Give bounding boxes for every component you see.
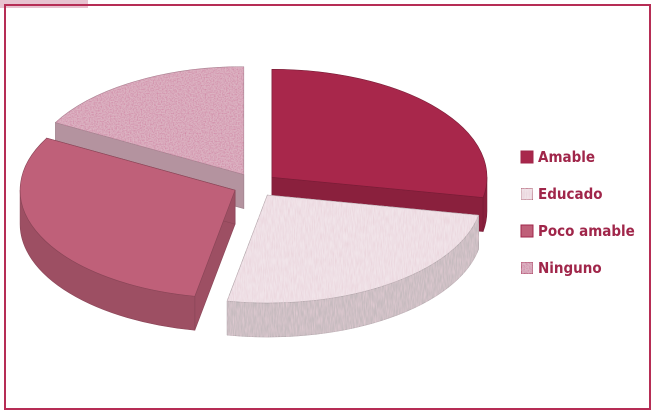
legend-swatch-poco-amable [520, 224, 534, 238]
legend-swatch-ninguno [520, 261, 534, 275]
legend-item-educado: Educado [520, 185, 603, 203]
legend-label-amable: Amable [538, 148, 595, 166]
legend-swatch-educado [520, 187, 534, 201]
legend-item-amable: Amable [520, 148, 595, 166]
legend-label-ninguno: Ninguno [538, 259, 602, 277]
chart-legend: Amable Educado Poco amable Ninguno [520, 148, 635, 277]
pie-slice-poco-amable [19, 137, 236, 331]
legend-item-poco-amable: Poco amable [520, 222, 635, 240]
legend-label-poco-amable: Poco amable [538, 222, 635, 240]
legend-swatch-amable [520, 150, 534, 164]
pie-slice-educado [226, 194, 479, 338]
legend-item-ninguno: Ninguno [520, 259, 602, 277]
frame-border [4, 4, 651, 410]
legend-label-educado: Educado [538, 185, 603, 203]
pie-slices [19, 66, 488, 338]
